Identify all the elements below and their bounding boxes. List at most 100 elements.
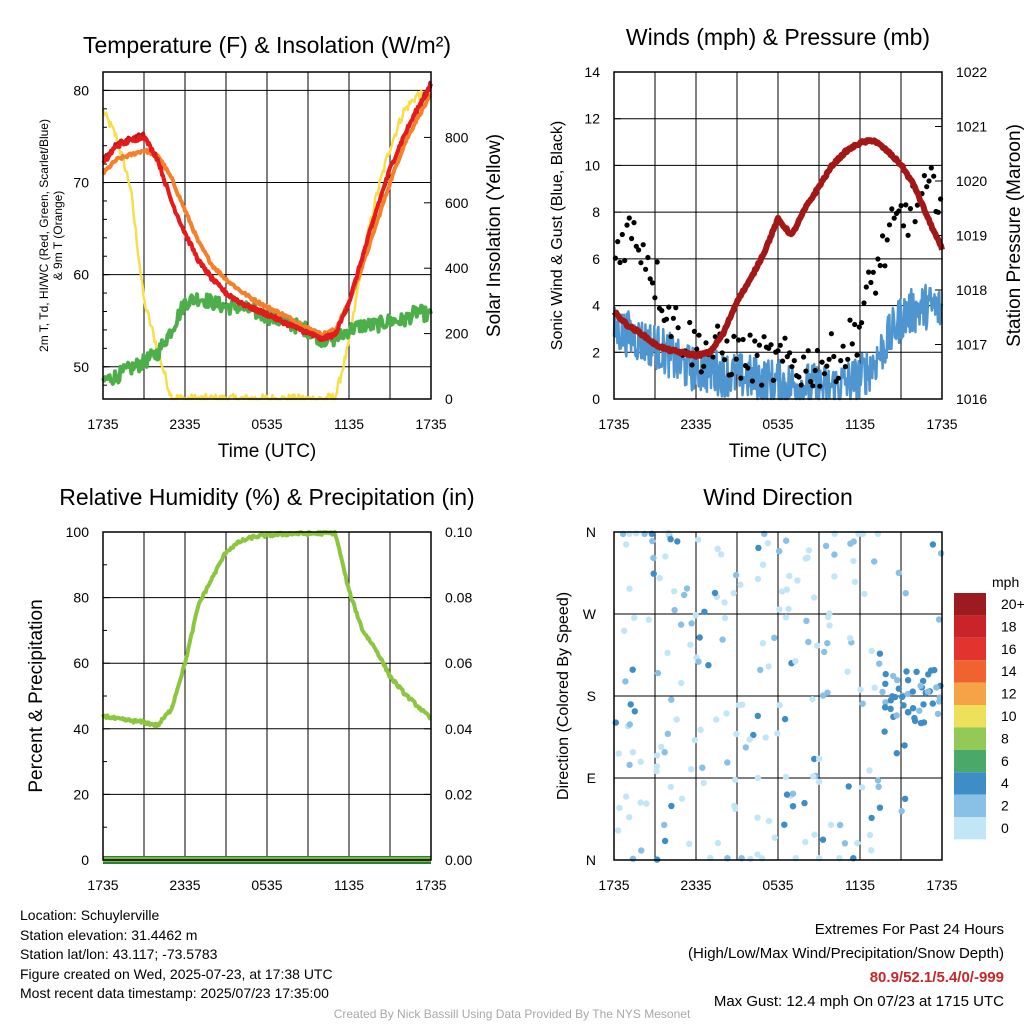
colorbar-swatch [954,660,986,683]
gust-point [731,333,737,339]
y-tick-label: 12 [584,111,600,127]
direction-point [650,554,657,562]
x-tick-label: 1135 [334,877,364,893]
direction-point [759,561,767,568]
gust-point [759,382,765,388]
gust-point [666,304,672,310]
direction-point [887,697,894,704]
direction-point [637,799,644,806]
gust-point [828,331,835,337]
gust-point [896,208,902,214]
colorbar-label: 16 [1001,641,1017,657]
direction-point [699,764,706,771]
direction-point [700,779,707,787]
y2-tick-label: 800 [445,129,469,145]
gust-point [675,325,681,331]
x-tick-label: 1735 [926,877,957,893]
x-tick-label: 1735 [415,877,446,893]
colorbar-label: 0 [1001,820,1009,836]
x-tick-label: 2335 [169,416,200,432]
gust-point [712,334,718,340]
direction-point [929,700,936,707]
y-tick-label: 14 [584,64,600,80]
direction-point [789,803,797,810]
chart-title: Winds (mph) & Pressure (mb) [626,24,930,50]
direction-point [929,541,937,548]
direction-point [789,790,797,797]
direction-point [794,577,801,584]
direction-point [898,807,905,815]
y-tick-label: 50 [73,359,89,375]
x-tick-label: 0535 [251,416,282,432]
gust-point [689,362,695,368]
direction-point [909,688,916,695]
direction-point [776,606,783,613]
y2-tick-label: 200 [445,326,469,342]
y2-tick-label: 400 [445,260,469,276]
gust-point [912,219,918,225]
x-tick-label: 1135 [845,877,875,893]
gust-point [866,269,872,275]
gust-point [756,342,763,348]
direction-point [732,571,740,579]
colorbar-label: 6 [1001,753,1009,769]
direction-point [778,588,786,595]
y2-tick-label: 1020 [956,173,987,189]
gust-point [891,215,897,221]
colorbar-label: 14 [1001,663,1017,679]
gust-point [817,383,823,389]
gust-point [796,374,802,380]
colorbar-label: 20+ [1001,596,1024,612]
direction-point [868,647,875,655]
gust-point [663,316,670,322]
direction-point [826,622,833,629]
gust-point [868,279,874,286]
direction-point [905,709,912,716]
direction-point [866,767,873,774]
direction-point [909,705,917,712]
direction-point [731,802,738,810]
gust-point [803,368,809,374]
gust-point [875,256,881,262]
gust-point [842,364,849,370]
chart-panel-2: 1735 2335 0535 1135 1735 Winds (mph) & Pressu… [549,24,1024,462]
direction-point [836,821,844,829]
gust-point [638,260,644,266]
gust-point [840,343,846,349]
direction-point [893,712,900,719]
direction-point [649,537,656,545]
direction-point [881,704,889,711]
y2-tick-label: 0 [445,391,453,407]
gust-point [710,354,716,360]
created-text: Figure created on Wed, 2025-07-23, at 17… [20,965,333,982]
direction-point [805,638,812,646]
direction-point [841,840,849,847]
direction-point [668,802,675,810]
direction-point [661,821,668,829]
direction-point [783,537,790,544]
y2-tick-label: 1022 [956,64,987,80]
gust-point [691,328,698,334]
direction-point [664,649,671,656]
y-tick-label: N [586,852,596,868]
direction-point [831,551,838,558]
direction-point [851,578,859,585]
colorbar-label: 2 [1001,798,1009,814]
direction-point [920,701,927,708]
location-text: Location: Schuylerville [20,907,160,923]
direction-point [776,548,783,555]
direction-point [621,627,628,634]
x-tick-label: 1735 [415,416,446,432]
direction-point [935,616,943,623]
direction-point [902,590,909,597]
y-axis-label: Sonic Wind & Gust (Blue, Black) [549,121,566,350]
gust-point [624,222,630,228]
colorbar-label: 8 [1001,730,1009,746]
x-tick-label: 1135 [845,416,875,432]
gust-point [831,353,837,360]
station-info: Location: Schuylerville Station elevatio… [20,906,333,1004]
direction-point [781,821,788,828]
gust-point [696,332,702,338]
gust-point [898,203,904,209]
